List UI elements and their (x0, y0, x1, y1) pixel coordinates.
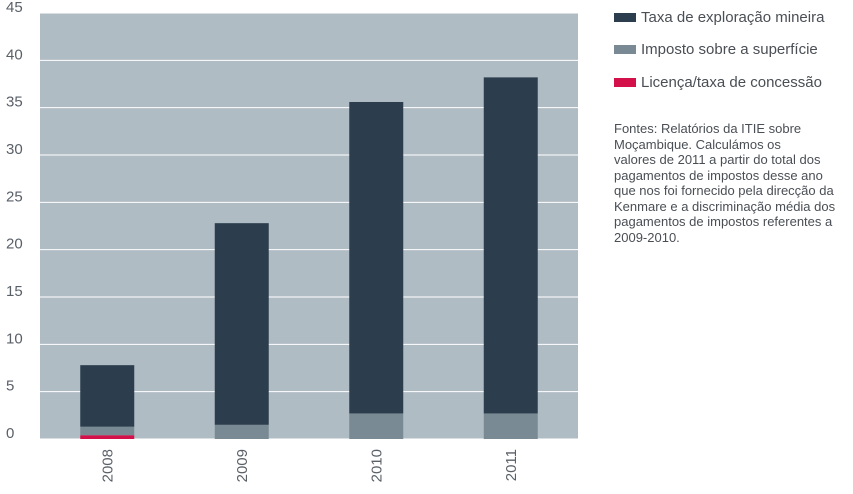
y-tick-label: 40 (6, 46, 23, 63)
legend: Taxa de exploração mineira Imposto sobre… (614, 6, 853, 104)
legend-swatch (614, 45, 636, 54)
bar-segment (349, 413, 404, 439)
bar-chart: 0 5 10 15 20 25 30 35 40 45 2008 2009 2010 2011 (6, 0, 578, 482)
x-tick-label: 2011 (503, 449, 520, 481)
y-tick-label: 15 (6, 283, 23, 300)
x-tick-label: 2009 (234, 449, 251, 482)
bar-segment (214, 223, 269, 425)
y-tick-label: 25 (6, 188, 23, 205)
bar-segment (483, 413, 538, 439)
legend-item-imposto-superficie: Imposto sobre a superfície (614, 39, 853, 61)
y-tick-label: 0 (6, 425, 14, 442)
legend-swatch (614, 12, 636, 22)
bar-segment (349, 101, 404, 414)
bars (80, 77, 538, 439)
legend-item-taxa-exploracao: Taxa de exploração mineira (614, 6, 853, 28)
y-tick-label: 5 (6, 378, 14, 395)
legend-swatch (614, 77, 636, 87)
x-tick-label: 2010 (368, 449, 385, 482)
y-tick-label: 35 (6, 94, 23, 111)
bar-segment (483, 77, 538, 414)
y-tick-label: 20 (6, 236, 23, 253)
legend-label: Taxa de exploração mineira (641, 8, 825, 26)
legend-label: Imposto sobre a superfície (641, 41, 818, 58)
sources-note: Fontes: Relatórios da ITIE sobre Moçambi… (614, 121, 836, 245)
bar-segment (80, 365, 135, 427)
bar-segment (80, 426, 135, 436)
y-tick-labels: 0 5 10 15 20 25 30 35 40 45 (6, 0, 23, 442)
legend-label: Licença/taxa de concessão (641, 73, 822, 91)
bar-segment (214, 424, 269, 439)
y-tick-label: 10 (6, 330, 23, 347)
y-tick-label: 45 (6, 0, 23, 16)
bar-segment (80, 435, 135, 439)
x-tick-label: 2008 (99, 449, 116, 482)
legend-item-licenca-concessao: Licença/taxa de concessão (614, 71, 853, 93)
x-tick-labels: 2008 2009 2010 2011 (99, 449, 520, 482)
y-tick-label: 30 (6, 141, 23, 158)
